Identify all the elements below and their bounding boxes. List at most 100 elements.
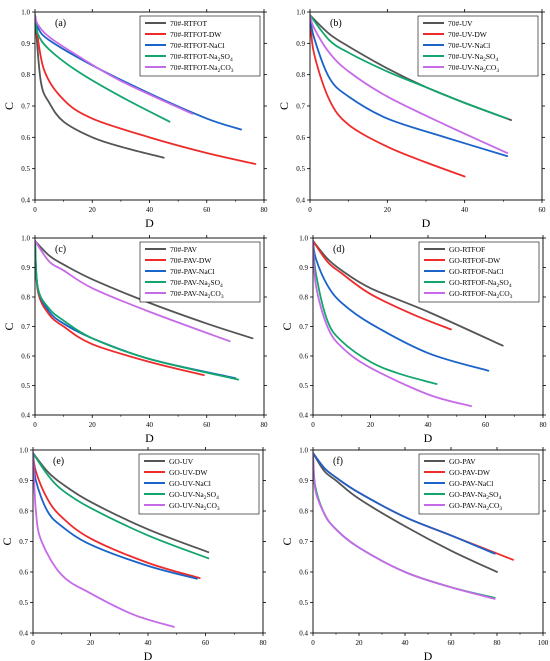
series-group	[35, 240, 254, 381]
plot-frame	[34, 237, 265, 416]
legend-label: GO-RTFOF	[449, 245, 485, 254]
y-tick-label: 1.0	[299, 235, 308, 243]
series-line-1	[313, 452, 498, 573]
legend-label: GO-UV-Na2SO4	[169, 490, 219, 501]
series-line-5	[33, 452, 175, 628]
series-line-3	[310, 14, 509, 158]
x-tick-label: 60	[203, 206, 211, 214]
legend-label: GO-RTFOF-Na2SO4	[449, 278, 512, 289]
series-line-1	[313, 240, 504, 347]
y-tick-label: 0.4	[21, 197, 30, 205]
panel-label: (d)	[333, 244, 345, 255]
y-tick-label: 0.9	[21, 40, 30, 48]
y-tick-label: 1.0	[296, 9, 305, 17]
x-tick-label: 20	[367, 421, 375, 429]
x-tick-label: 20	[356, 639, 364, 647]
panel-label: (a)	[55, 18, 66, 29]
legend-label: GO-RTFOF-Na2CO3	[449, 289, 513, 300]
legend-label: GO-PAV-Na2SO4	[449, 490, 502, 501]
legend-label: 70#-RTFOT-DW	[170, 30, 222, 39]
series-line-1	[33, 452, 210, 554]
legend-label: GO-PAV-NaCl	[449, 479, 493, 488]
legend-label: GO-UV-Na2CO3	[169, 501, 220, 512]
x-axis-label: D	[422, 216, 431, 230]
y-tick-label: 0.8	[21, 71, 30, 79]
y-tick-label: 0.8	[21, 294, 30, 302]
y-axis-label: C	[280, 322, 294, 330]
series-line-2	[310, 14, 466, 178]
series-line-1	[35, 240, 254, 340]
y-tick-label: 0.4	[299, 412, 308, 420]
legend: 70#-PAV 70#-PAV-DW 70#-PAV-NaCl 70#-PAV-Na2…	[139, 241, 261, 303]
panel-label: (e)	[53, 456, 64, 467]
y-tick-label: 0.4	[299, 630, 308, 638]
x-tick-label: 0	[308, 206, 312, 214]
y-tick-label: 0.8	[296, 71, 305, 79]
y-tick-label: 1.0	[21, 9, 30, 17]
plot-frame	[32, 449, 264, 634]
series-line-4	[35, 240, 240, 381]
chart-panel-4: 0 20 40 60 80 0.4 0.5 0.6 0.7 0.8 0.9 1.0 D C (d) GO-RT…	[280, 235, 547, 446]
x-tick-label: 80	[261, 421, 269, 429]
y-tick-label: 0.9	[19, 477, 28, 485]
y-tick-label: 0.7	[19, 538, 28, 546]
legend-label: 70#-PAV-Na2SO4	[170, 278, 223, 289]
legend-label: 70#-PAV-DW	[170, 256, 212, 265]
legend-label: 70#-RTFOT-NaCl	[170, 41, 225, 50]
y-tick-label: 0.4	[296, 197, 305, 205]
x-tick-label: 60	[448, 639, 456, 647]
y-tick-label: 0.8	[299, 294, 308, 302]
y-tick-label: 0.4	[21, 412, 30, 420]
y-tick-label: 0.6	[299, 569, 308, 577]
legend-label: 70#-UV	[448, 19, 473, 28]
y-tick-label: 0.6	[299, 353, 308, 361]
series-line-4	[33, 452, 210, 560]
legend: 70#-UV 70#-UV-DW 70#-UV-NaCl 70#-UV-Na2SO47…	[417, 15, 539, 77]
chart-panel-2: 0 20 40 600.40.50.60.70.80.91.0DC(b) 70#-UV7…	[277, 9, 546, 231]
legend: GO-RTFOF GO-RTFOF-DW GO-RTFOF-NaCl GO-RTFOF…	[418, 241, 540, 303]
series-line-4	[310, 14, 509, 120]
legend-label: 70#-UV-NaCl	[448, 41, 490, 50]
x-tick-label: 80	[494, 639, 502, 647]
legend-label: 70#-UV-DW	[448, 30, 488, 39]
legend-label: GO-PAV-Na2CO3	[449, 501, 502, 512]
y-axis-label: C	[0, 537, 14, 545]
series-group	[35, 14, 257, 165]
plot-frame	[309, 11, 543, 201]
series-group	[310, 14, 512, 178]
panel-label: (c)	[55, 244, 66, 255]
series-group	[313, 452, 514, 600]
x-axis-label: D	[424, 431, 433, 445]
series-line-5	[35, 240, 231, 343]
x-tick-label: 40	[145, 639, 153, 647]
x-tick-label: 0	[311, 639, 315, 647]
series-line-5	[35, 14, 194, 115]
y-tick-label: 0.5	[19, 599, 28, 607]
series-group	[313, 240, 504, 408]
legend-label: GO-PAV	[449, 457, 476, 466]
legend: GO-PAV GO-PAV-DW GO-PAV-NaCl GO-PAV-Na2SO4G…	[418, 453, 540, 515]
y-tick-label: 0.6	[21, 134, 30, 142]
legend-label: 70#-PAV	[170, 245, 198, 254]
y-tick-label: 0.5	[21, 382, 30, 390]
chart-panel-1: 0 20 40 60 80 0.4 0.5 0.6 0.7 0.8 0.9 1.0 D C (a) 70#-R…	[2, 9, 268, 231]
y-tick-label: 0.7	[296, 103, 305, 111]
series-line-5	[313, 240, 473, 408]
y-axis-label: C	[280, 537, 294, 545]
y-tick-label: 0.7	[299, 323, 308, 331]
legend-label: 70#-RTFOT-Na2CO3	[170, 63, 234, 74]
x-tick-label: 60	[202, 639, 210, 647]
series-line-5	[310, 14, 509, 154]
y-tick-label: 0.9	[299, 477, 308, 485]
y-tick-label: 0.5	[21, 165, 30, 173]
panel-label: (b)	[330, 18, 342, 29]
y-tick-label: 0.6	[21, 353, 30, 361]
y-tick-label: 0.5	[296, 165, 305, 173]
x-axis-label: D	[424, 649, 433, 661]
x-tick-label: 40	[146, 206, 154, 214]
x-tick-label: 0	[33, 206, 37, 214]
series-line-2	[33, 452, 201, 579]
y-tick-label: 0.6	[296, 134, 305, 142]
y-axis-label: C	[2, 322, 16, 330]
